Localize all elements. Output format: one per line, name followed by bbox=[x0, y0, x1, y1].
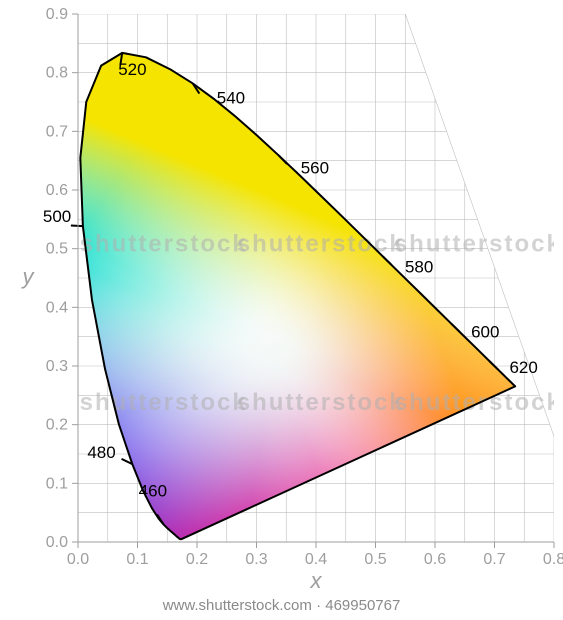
wavelength-label: 580 bbox=[405, 258, 433, 277]
svg-text:shutterstock: shutterstock bbox=[237, 389, 405, 416]
y-tick-label: 0.0 bbox=[46, 534, 68, 551]
y-axis-label: y bbox=[21, 264, 36, 289]
x-tick-label: 0.0 bbox=[67, 551, 89, 568]
y-tick-label: 0.6 bbox=[46, 182, 68, 199]
y-tick-label: 0.8 bbox=[46, 65, 68, 82]
x-tick-label: 0.2 bbox=[186, 551, 208, 568]
wavelength-tick bbox=[71, 226, 83, 227]
x-tick-label: 0.4 bbox=[305, 551, 327, 568]
wavelength-label: 620 bbox=[509, 358, 537, 377]
x-axis-label: x bbox=[310, 568, 323, 593]
y-tick-label: 0.1 bbox=[46, 475, 68, 492]
x-tick-label: 0.1 bbox=[126, 551, 148, 568]
wavelength-label: 500 bbox=[43, 207, 71, 226]
y-tick-label: 0.9 bbox=[46, 6, 68, 23]
svg-text:shutterstock: shutterstock bbox=[80, 231, 248, 258]
footer-text: www.shutterstock.com · 469950767 bbox=[162, 597, 401, 614]
y-tick-label: 0.3 bbox=[46, 358, 68, 375]
x-tick-label: 0.5 bbox=[364, 551, 386, 568]
x-tick-label: 0.6 bbox=[424, 551, 446, 568]
wavelength-label: 600 bbox=[471, 322, 499, 341]
svg-text:shutterstock: shutterstock bbox=[80, 389, 248, 416]
wavelength-label: 480 bbox=[87, 443, 115, 462]
wavelength-label: 460 bbox=[139, 482, 167, 501]
wavelength-label: 540 bbox=[217, 88, 245, 107]
y-tick-label: 0.4 bbox=[46, 299, 68, 316]
wavelength-label: 560 bbox=[301, 158, 329, 177]
y-tick-label: 0.2 bbox=[46, 417, 68, 434]
chart-svg: shutterstockshutterstockshutterstockshut… bbox=[0, 0, 563, 620]
wavelength-label: 520 bbox=[118, 60, 146, 79]
x-tick-label: 0.7 bbox=[483, 551, 505, 568]
chromaticity-diagram: shutterstockshutterstockshutterstockshut… bbox=[0, 0, 563, 620]
x-tick-label: 0.3 bbox=[245, 551, 267, 568]
svg-text:shutterstock: shutterstock bbox=[394, 231, 562, 258]
y-tick-label: 0.5 bbox=[46, 241, 68, 258]
y-tick-label: 0.7 bbox=[46, 123, 68, 140]
x-tick-label: 0.8 bbox=[543, 551, 563, 568]
